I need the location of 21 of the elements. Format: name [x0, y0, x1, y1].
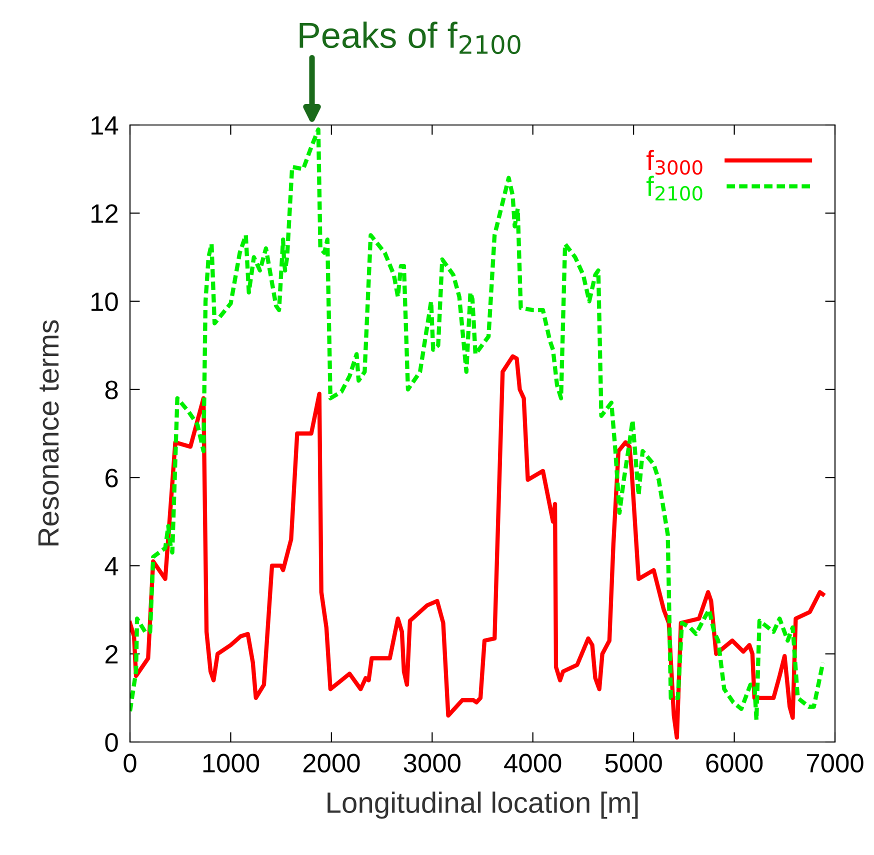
text: Peaks of f$_{2100}$ — [300, 22, 520, 54]
x-tick-label: 6000 — [706, 754, 763, 772]
x-tick-label: 0 — [124, 754, 136, 772]
legend-label: f$_{2100}$ — [646, 176, 702, 201]
x-tick-label: 1000 — [203, 754, 260, 772]
x-tick-label: 7000 — [807, 754, 864, 772]
y-tick-label: 10 — [92, 292, 118, 312]
x-tick-label: 3000 — [404, 754, 460, 772]
y-tick-label: 8 — [105, 380, 118, 400]
y-tick-label: 14 — [92, 116, 118, 135]
y-tick-label: 12 — [92, 204, 118, 223]
legend-label: f$_{3000}$ — [646, 150, 702, 175]
y-tick-label: 2 — [106, 644, 118, 664]
x-axis-title: Longitudinal location [m] — [328, 792, 638, 819]
y-tick-label: 0 — [105, 733, 118, 752]
y-tick-label: 4 — [104, 557, 118, 576]
y-tick-label: 6 — [106, 468, 118, 488]
x-tick-label: 2000 — [303, 754, 360, 772]
y-axis-title: Resonance terms — [38, 320, 59, 546]
x-tick-label: 4000 — [504, 754, 562, 772]
x-tick-label: 5000 — [605, 754, 662, 772]
